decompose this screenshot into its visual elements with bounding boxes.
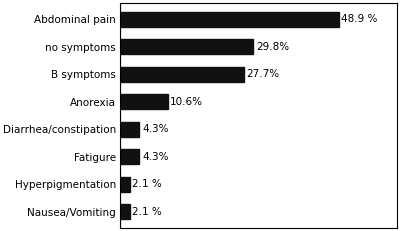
- Text: 10.6%: 10.6%: [170, 97, 203, 107]
- Text: 2.1 %: 2.1 %: [132, 179, 162, 189]
- Text: 48.9 %: 48.9 %: [341, 14, 378, 24]
- Bar: [120, 204, 130, 219]
- Text: 27.7%: 27.7%: [247, 69, 280, 79]
- Text: 4.3%: 4.3%: [142, 124, 168, 134]
- Bar: [120, 177, 130, 192]
- Bar: [120, 94, 168, 109]
- Text: 2.1 %: 2.1 %: [132, 207, 162, 217]
- Bar: [120, 12, 339, 27]
- Text: 29.8%: 29.8%: [256, 42, 289, 52]
- Bar: [120, 149, 140, 164]
- Bar: [120, 122, 140, 137]
- Bar: [120, 67, 244, 82]
- Bar: [120, 39, 253, 54]
- Text: 4.3%: 4.3%: [142, 152, 168, 162]
